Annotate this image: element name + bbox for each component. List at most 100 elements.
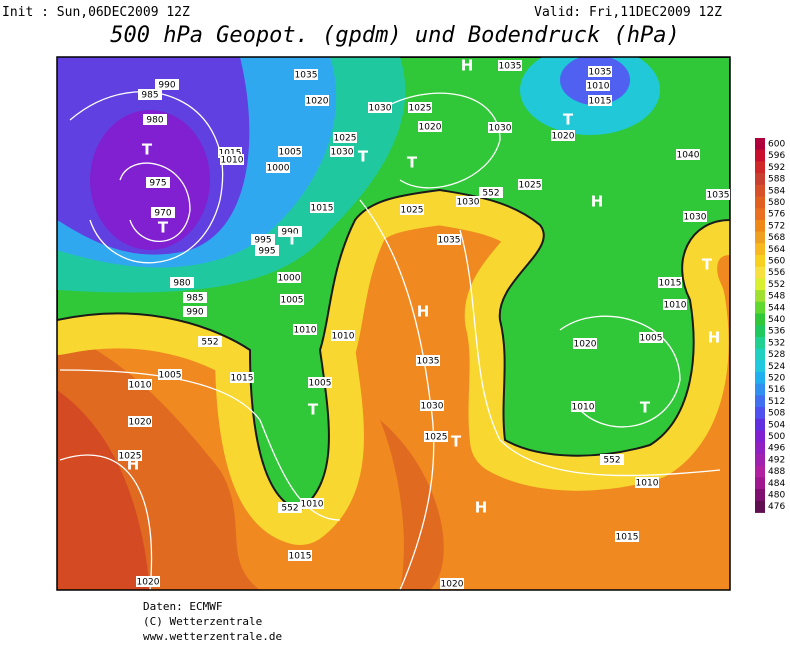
pressure-center: H xyxy=(708,329,721,347)
isobar-label-box xyxy=(158,369,182,380)
colorbar-swatch xyxy=(755,196,765,209)
colorbar-swatch xyxy=(755,418,765,431)
colorbar-swatch xyxy=(755,383,765,396)
pressure-center: H xyxy=(417,303,430,321)
isobar-label: 1035 xyxy=(707,191,730,201)
isobar-label: 1030 xyxy=(369,104,392,114)
isobar-label: 1010 xyxy=(294,326,317,336)
colorbar-swatch xyxy=(755,372,765,385)
colorbar-label: 512 xyxy=(768,397,785,407)
colorbar-label: 516 xyxy=(768,385,785,395)
colorbar-label: 500 xyxy=(768,432,785,442)
pressure-center: T xyxy=(358,148,369,166)
isobar-label-box xyxy=(294,69,318,80)
isobar-label-box xyxy=(573,338,597,349)
isobar-label: 1025 xyxy=(334,134,357,144)
colorbar-label: 580 xyxy=(768,198,785,208)
colorbar-label: 520 xyxy=(768,374,785,384)
isobar-label: 990 xyxy=(281,228,298,238)
isobar-label-box xyxy=(368,102,392,113)
isobar-label: 1030 xyxy=(684,213,707,223)
colorbar-label: 556 xyxy=(768,268,785,278)
isobar-label: 1015 xyxy=(616,533,639,543)
isobar-label: 1005 xyxy=(309,379,332,389)
colorbar-label: 528 xyxy=(768,350,785,360)
isobar-label: 985 xyxy=(186,294,203,304)
isobar-label: 1020 xyxy=(419,123,442,133)
isobar-label: 1035 xyxy=(438,236,461,246)
colorbar-swatch xyxy=(755,266,765,279)
map xyxy=(57,57,730,590)
colorbar-label: 492 xyxy=(768,455,785,465)
colorbar-label: 480 xyxy=(768,491,785,501)
isobar-label: 1005 xyxy=(279,148,302,158)
isobar-label: 1020 xyxy=(574,340,597,350)
isobar-label: 1010 xyxy=(587,82,610,92)
isobar-label: 1030 xyxy=(489,124,512,134)
isobar-label-box xyxy=(663,299,687,310)
isobar-label: 1010 xyxy=(332,332,355,342)
isobar-label: 1010 xyxy=(221,156,244,166)
isobar-label-box xyxy=(128,379,152,390)
colorbar-label: 496 xyxy=(768,444,785,454)
isobar-label: 1035 xyxy=(295,71,318,81)
isobar-label: 1010 xyxy=(301,500,324,510)
isobar-label: 1000 xyxy=(278,274,301,284)
isobar-label: 1035 xyxy=(417,357,440,367)
colorbar-swatch xyxy=(755,219,765,233)
isobar-label-box xyxy=(330,146,354,157)
isobar-label-box xyxy=(498,60,522,71)
isobar-label: 1025 xyxy=(119,452,142,462)
isobar-label-box xyxy=(170,277,194,288)
isobar-label-box xyxy=(333,132,357,143)
isobar-label: 1005 xyxy=(281,296,304,306)
isobar-label-box xyxy=(277,272,301,283)
colorbar-swatch xyxy=(755,138,765,151)
isobar-label: 970 xyxy=(154,209,171,219)
isobar-label: 1015 xyxy=(219,149,242,159)
isobar-label-box xyxy=(588,95,612,106)
isobar-label-box xyxy=(586,80,610,91)
colorbar-label: 508 xyxy=(768,409,785,419)
colorbar-label: 564 xyxy=(768,245,785,255)
isobar-label: 552 xyxy=(201,338,218,348)
isobar-label-box xyxy=(280,294,304,305)
pressure-center: T xyxy=(158,219,169,237)
colorbar-label: 524 xyxy=(768,362,785,372)
isobar-label: 975 xyxy=(149,179,166,189)
isobar-label: 1005 xyxy=(159,371,182,381)
isobar-label: 980 xyxy=(146,116,163,126)
isobar-label-box xyxy=(151,207,175,218)
pressure-center: T xyxy=(702,256,713,274)
colorbar-label: 592 xyxy=(768,163,785,173)
isobar-label: 980 xyxy=(173,279,190,289)
colorbar-label: 584 xyxy=(768,186,785,196)
colorbar-swatch xyxy=(755,360,765,373)
isobar-label: 1030 xyxy=(331,148,354,158)
isobar-label-box xyxy=(198,336,222,347)
colorbar-label: 568 xyxy=(768,233,785,243)
pressure-center: T xyxy=(563,111,574,129)
isobar-label-box xyxy=(416,355,440,366)
colorbar-swatch xyxy=(755,325,765,338)
colorbar-swatch xyxy=(755,477,765,490)
colorbar-swatch xyxy=(755,290,765,303)
isobar-label-box xyxy=(230,372,254,383)
isobar-label-box xyxy=(331,330,355,341)
isobar-label: 1025 xyxy=(409,104,432,114)
isobar-label: 1010 xyxy=(664,301,687,311)
pressure-center: T xyxy=(142,141,153,159)
isobar-label-box xyxy=(424,431,448,442)
colorbar-swatch xyxy=(755,500,765,513)
isobar-label-box xyxy=(683,211,707,222)
footer-copyright: (C) Wetterzentrale xyxy=(143,615,262,628)
isobar-label: 1010 xyxy=(572,403,595,413)
isobar-label: 1020 xyxy=(552,132,575,142)
isobar-label-box xyxy=(488,122,512,133)
colorbar-swatch xyxy=(755,161,765,174)
isobar-label-box xyxy=(128,416,152,427)
isobar-label-box xyxy=(456,196,480,207)
isobar-label-box xyxy=(518,179,542,190)
isobar-label: 1025 xyxy=(519,181,542,191)
valid-time: Valid: Fri,11DEC2009 12Z xyxy=(534,5,722,20)
